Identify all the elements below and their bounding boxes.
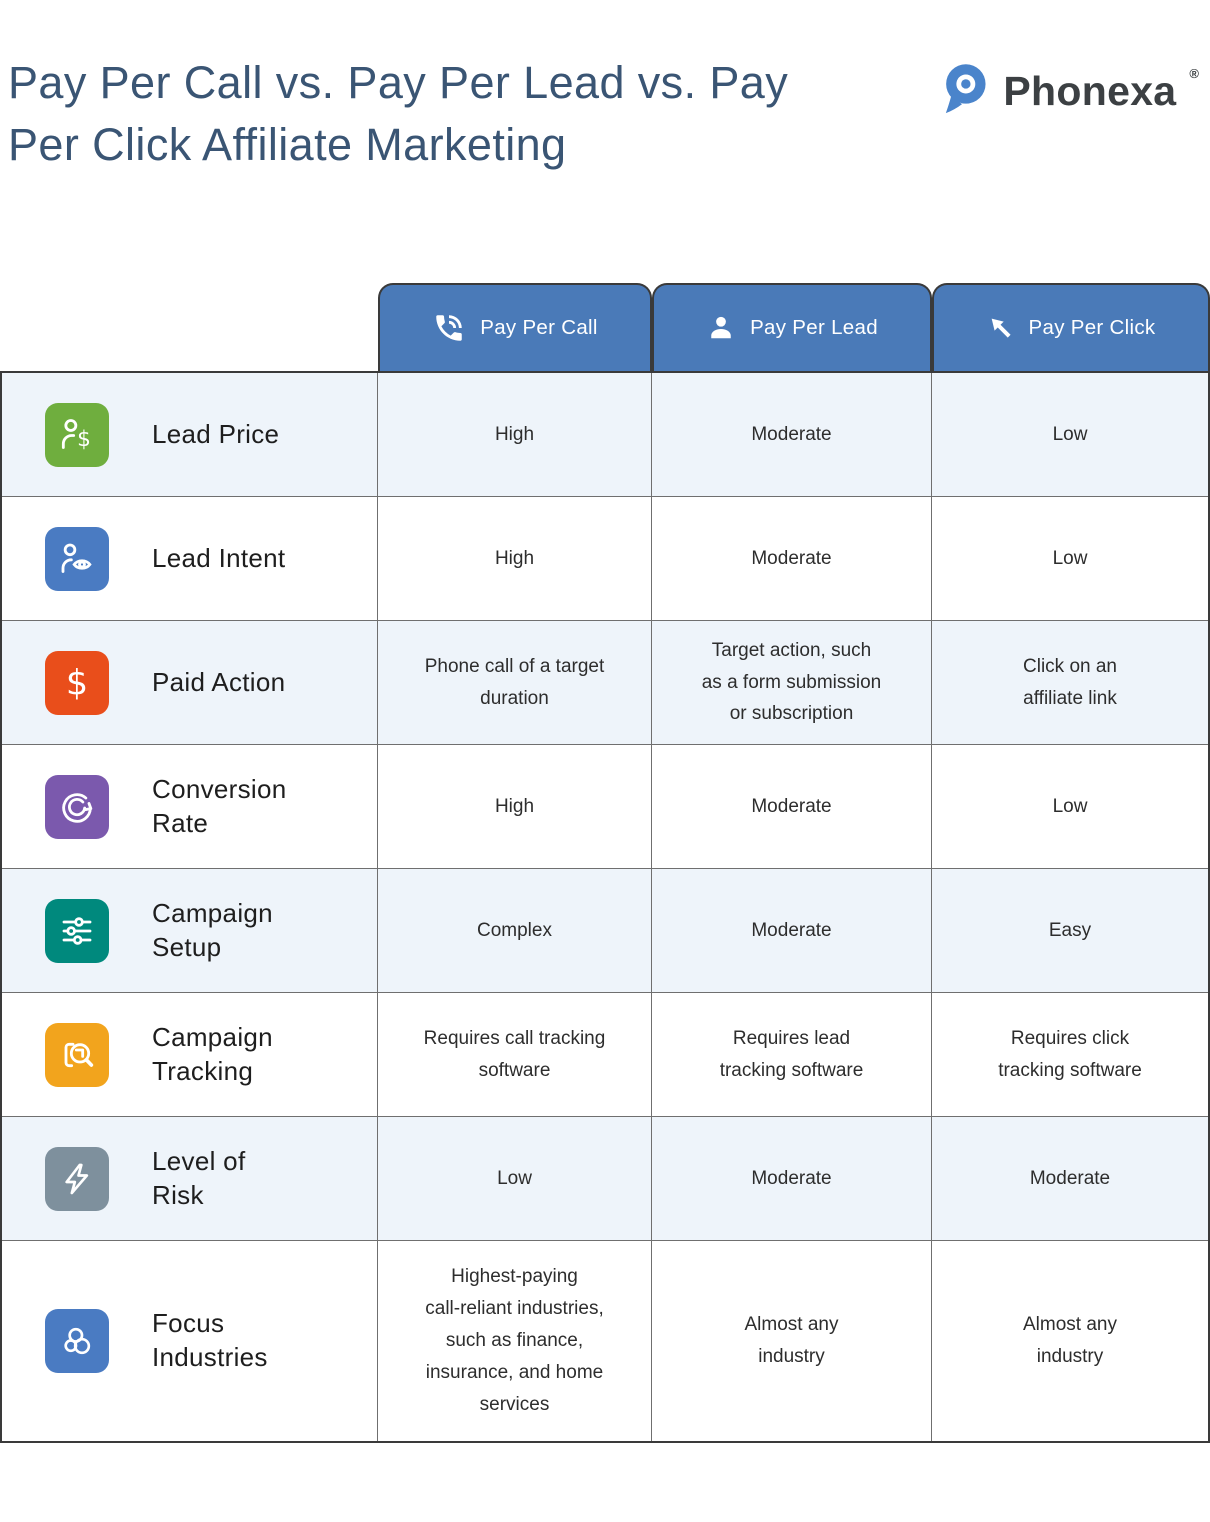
phone-icon [432, 311, 466, 345]
row-label: Focus Industries [152, 1308, 268, 1372]
table-row-conversion-rate: Conversion Rate High Moderate Low [2, 745, 1208, 869]
table-row-paid-action: $ Paid Action Phone call of a target dur… [2, 621, 1208, 745]
brand-logo: Phonexa ® [939, 58, 1200, 125]
row-header: Level of Risk [2, 1117, 378, 1240]
svg-text:$: $ [77, 427, 91, 452]
column-header-pay-per-call: Pay Per Call [378, 283, 652, 371]
cell-value: Moderate [751, 547, 832, 569]
cell-value: Moderate [751, 1167, 832, 1189]
row-header: Conversion Rate [2, 745, 378, 868]
brand-name: Phonexa [1003, 68, 1177, 114]
comparison-table: Pay Per Call Pay Per Lead Pay Per Cli [0, 283, 1210, 1443]
row-header: Focus Industries [2, 1241, 378, 1441]
cell-value: Highest-paying call-reliant industries, … [425, 1266, 604, 1415]
cell-value: High [494, 795, 535, 817]
cell-value: Requires click tracking software [998, 1027, 1142, 1081]
table-row-focus-industries: Focus Industries Highest-paying call-rel… [2, 1241, 1208, 1441]
cell-value: Low [1052, 423, 1088, 445]
cell-value: High [494, 423, 535, 445]
row-label: Paid Action [152, 666, 286, 697]
column-header-pay-per-lead: Pay Per Lead [652, 283, 932, 371]
phonexa-pin-icon [939, 58, 991, 125]
column-header-pay-per-click: Pay Per Click [932, 283, 1210, 371]
cell-value: High [494, 547, 535, 569]
column-header-label: Pay Per Click [1028, 316, 1156, 339]
svg-text:$: $ [66, 663, 88, 702]
row-label: Campaign Tracking [152, 1021, 273, 1086]
cell-value: Click on an affiliate link [1023, 655, 1117, 709]
table-body: $ Lead Price High Moderate Low [0, 371, 1210, 1443]
column-headers: Pay Per Call Pay Per Lead Pay Per Cli [378, 283, 1210, 371]
paid-action-icon: $ [45, 650, 109, 715]
conversion-rate-icon [45, 774, 109, 839]
column-header-label: Pay Per Call [480, 316, 598, 339]
row-header: Campaign Setup [2, 869, 378, 992]
cell-value: Phone call of a target duration [424, 655, 605, 709]
cell-value: Requires lead tracking software [719, 1027, 864, 1081]
cell-value: Moderate [751, 795, 832, 817]
row-header: $ Paid Action [2, 621, 378, 744]
cell-value: Almost any industry [744, 1314, 839, 1367]
cell-value: Moderate [751, 919, 832, 941]
row-label: Campaign Setup [152, 897, 273, 962]
campaign-setup-icon [45, 898, 109, 963]
cell-value: Target action, such as a form submission… [701, 639, 882, 725]
risk-icon [45, 1146, 109, 1211]
cell-value: Moderate [751, 423, 832, 445]
row-header: $ Lead Price [2, 373, 378, 496]
row-label: Lead Price [152, 418, 280, 449]
table-row-lead-price: $ Lead Price High Moderate Low [2, 373, 1208, 497]
lead-price-icon: $ [45, 402, 109, 467]
page-header: Pay Per Call vs. Pay Per Lead vs. Pay Pe… [0, 0, 1210, 176]
column-header-label: Pay Per Lead [750, 316, 878, 339]
row-label: Level of Risk [152, 1145, 246, 1210]
focus-industries-icon [45, 1309, 109, 1373]
cell-value: Almost any industry [1023, 1314, 1117, 1367]
table-row-campaign-setup: Campaign Setup Complex Moderate Easy [2, 869, 1208, 993]
row-label: Conversion Rate [152, 773, 287, 838]
cell-value: Easy [1048, 919, 1092, 941]
table-row-campaign-tracking: Campaign Tracking Requires call tracking… [2, 993, 1208, 1117]
lead-intent-icon [45, 526, 109, 591]
table-row-lead-intent: Lead Intent High Moderate Low [2, 497, 1208, 621]
row-label: Lead Intent [152, 542, 286, 573]
person-icon [706, 313, 736, 343]
cell-value: Low [1052, 795, 1088, 817]
cell-value: Moderate [1029, 1167, 1111, 1189]
cursor-icon [987, 314, 1015, 342]
registered-mark: ® [1189, 66, 1199, 81]
row-header: Campaign Tracking [2, 993, 378, 1116]
table-row-level-of-risk: Level of Risk Low Moderate Moderate [2, 1117, 1208, 1241]
cell-value: Complex [477, 919, 552, 941]
campaign-tracking-icon [45, 1022, 109, 1087]
page-title: Pay Per Call vs. Pay Per Lead vs. Pay Pe… [8, 57, 789, 171]
row-header: Lead Intent [2, 497, 378, 620]
cell-value: Requires call tracking software [423, 1027, 606, 1081]
cell-value: Low [497, 1167, 532, 1189]
cell-value: Low [1052, 547, 1088, 569]
